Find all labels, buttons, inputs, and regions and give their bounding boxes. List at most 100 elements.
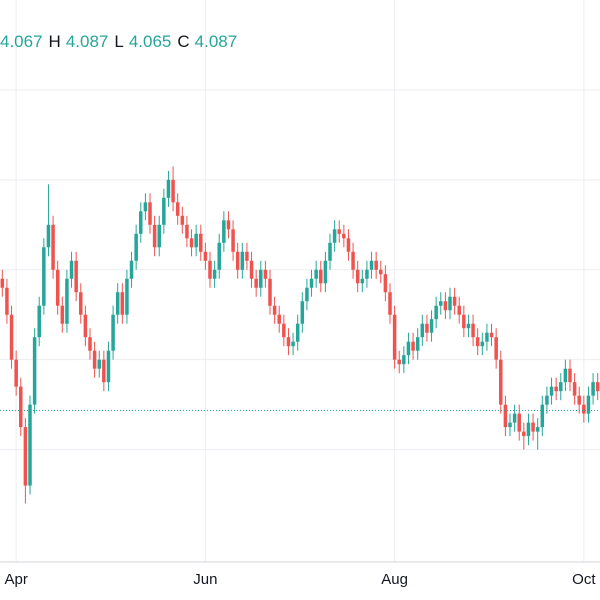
candle-body bbox=[79, 292, 83, 315]
candle-body bbox=[277, 314, 281, 324]
candle-body bbox=[166, 179, 171, 198]
candle-body bbox=[332, 229, 337, 243]
candle-body bbox=[522, 431, 526, 437]
candle-body bbox=[554, 386, 558, 392]
candle-body bbox=[485, 332, 489, 342]
candle-body bbox=[106, 350, 111, 383]
candle-body bbox=[526, 422, 531, 437]
x-tick-label: Oct bbox=[572, 571, 596, 588]
candle-body bbox=[508, 422, 512, 428]
candle-body bbox=[374, 260, 378, 270]
candle-body bbox=[494, 337, 498, 360]
candle-body bbox=[259, 269, 263, 288]
candle-body bbox=[397, 359, 401, 365]
candle-body bbox=[466, 323, 471, 329]
candle-body bbox=[531, 422, 535, 432]
candle-body bbox=[314, 269, 318, 279]
candle-body bbox=[559, 382, 563, 392]
candle-body bbox=[212, 269, 217, 279]
candle-body bbox=[355, 269, 360, 284]
candle-body bbox=[268, 278, 272, 306]
candle-body bbox=[434, 305, 438, 320]
candle-body bbox=[572, 382, 577, 396]
candle-body bbox=[503, 404, 508, 428]
candle-body bbox=[5, 287, 9, 315]
candle-body bbox=[134, 233, 138, 261]
x-tick-label: Aug bbox=[381, 571, 408, 588]
candle-body bbox=[171, 179, 175, 203]
candle-body bbox=[457, 305, 461, 315]
candle-body bbox=[9, 314, 14, 360]
candle-body bbox=[74, 260, 78, 293]
candle-body bbox=[448, 296, 452, 311]
candle-body bbox=[305, 287, 309, 302]
candle-body bbox=[55, 269, 60, 306]
candle-body bbox=[185, 224, 189, 239]
candle-body bbox=[97, 359, 101, 369]
candle-body bbox=[586, 395, 591, 414]
candle-body bbox=[111, 314, 115, 351]
candle-body bbox=[286, 337, 291, 347]
candle-body bbox=[420, 323, 425, 338]
candle-body bbox=[351, 251, 355, 270]
candle-body bbox=[323, 260, 328, 284]
candle-body bbox=[254, 278, 258, 288]
candle-body bbox=[14, 359, 18, 387]
candle-body bbox=[231, 229, 235, 252]
legend-label: L bbox=[114, 32, 123, 51]
candle-body bbox=[328, 242, 332, 261]
legend-value: 4.067 bbox=[0, 32, 43, 51]
candle-body bbox=[582, 404, 586, 414]
candle-body bbox=[291, 341, 295, 347]
candle-body bbox=[595, 382, 600, 392]
candle-body bbox=[499, 359, 503, 405]
candle-body bbox=[263, 269, 268, 279]
candle-body bbox=[139, 211, 143, 234]
candle-body bbox=[545, 395, 549, 405]
candle-body bbox=[471, 323, 475, 338]
candle-body bbox=[120, 292, 125, 315]
candle-body bbox=[411, 341, 415, 351]
legend-value: 4.087 bbox=[66, 32, 109, 51]
ohlc-legend: 4.067 H 4.087 L 4.065 C 4.087 bbox=[0, 32, 237, 51]
candle-body bbox=[272, 305, 277, 315]
candle-body bbox=[208, 260, 212, 279]
candle-body bbox=[245, 251, 249, 261]
legend-label: C bbox=[177, 32, 189, 51]
candle-body bbox=[392, 314, 397, 360]
candle-body bbox=[429, 319, 434, 333]
candle-body bbox=[69, 260, 74, 279]
candle-body bbox=[425, 323, 429, 333]
candle-body bbox=[388, 292, 392, 315]
candle-body bbox=[23, 427, 28, 486]
candle-body bbox=[563, 368, 568, 383]
candle-body bbox=[152, 224, 157, 248]
candle-body bbox=[194, 233, 198, 248]
candle-body bbox=[51, 224, 55, 270]
candle-body bbox=[591, 382, 595, 396]
candle-body bbox=[0, 278, 5, 288]
candle-body bbox=[369, 260, 374, 270]
grid bbox=[0, 0, 600, 562]
candle-body bbox=[240, 251, 245, 270]
candle-body bbox=[540, 404, 545, 428]
candle-body bbox=[568, 368, 572, 383]
candle-body bbox=[512, 413, 517, 423]
candle-body bbox=[360, 278, 365, 284]
candle-body bbox=[309, 278, 314, 288]
candle-body bbox=[60, 305, 65, 324]
candle-body bbox=[46, 224, 51, 248]
candle-body bbox=[203, 251, 208, 261]
candle-body bbox=[157, 224, 161, 248]
x-tick-label: Apr bbox=[4, 571, 27, 588]
candles bbox=[0, 166, 600, 504]
legend-label: H bbox=[49, 32, 61, 51]
candle-body bbox=[383, 274, 388, 293]
candle-body bbox=[180, 215, 185, 225]
candle-body bbox=[577, 395, 581, 405]
legend-value: 4.065 bbox=[129, 32, 172, 51]
candle-body bbox=[342, 233, 346, 239]
candle-body bbox=[189, 238, 194, 248]
candle-body bbox=[535, 427, 540, 432]
candle-body bbox=[462, 314, 466, 329]
